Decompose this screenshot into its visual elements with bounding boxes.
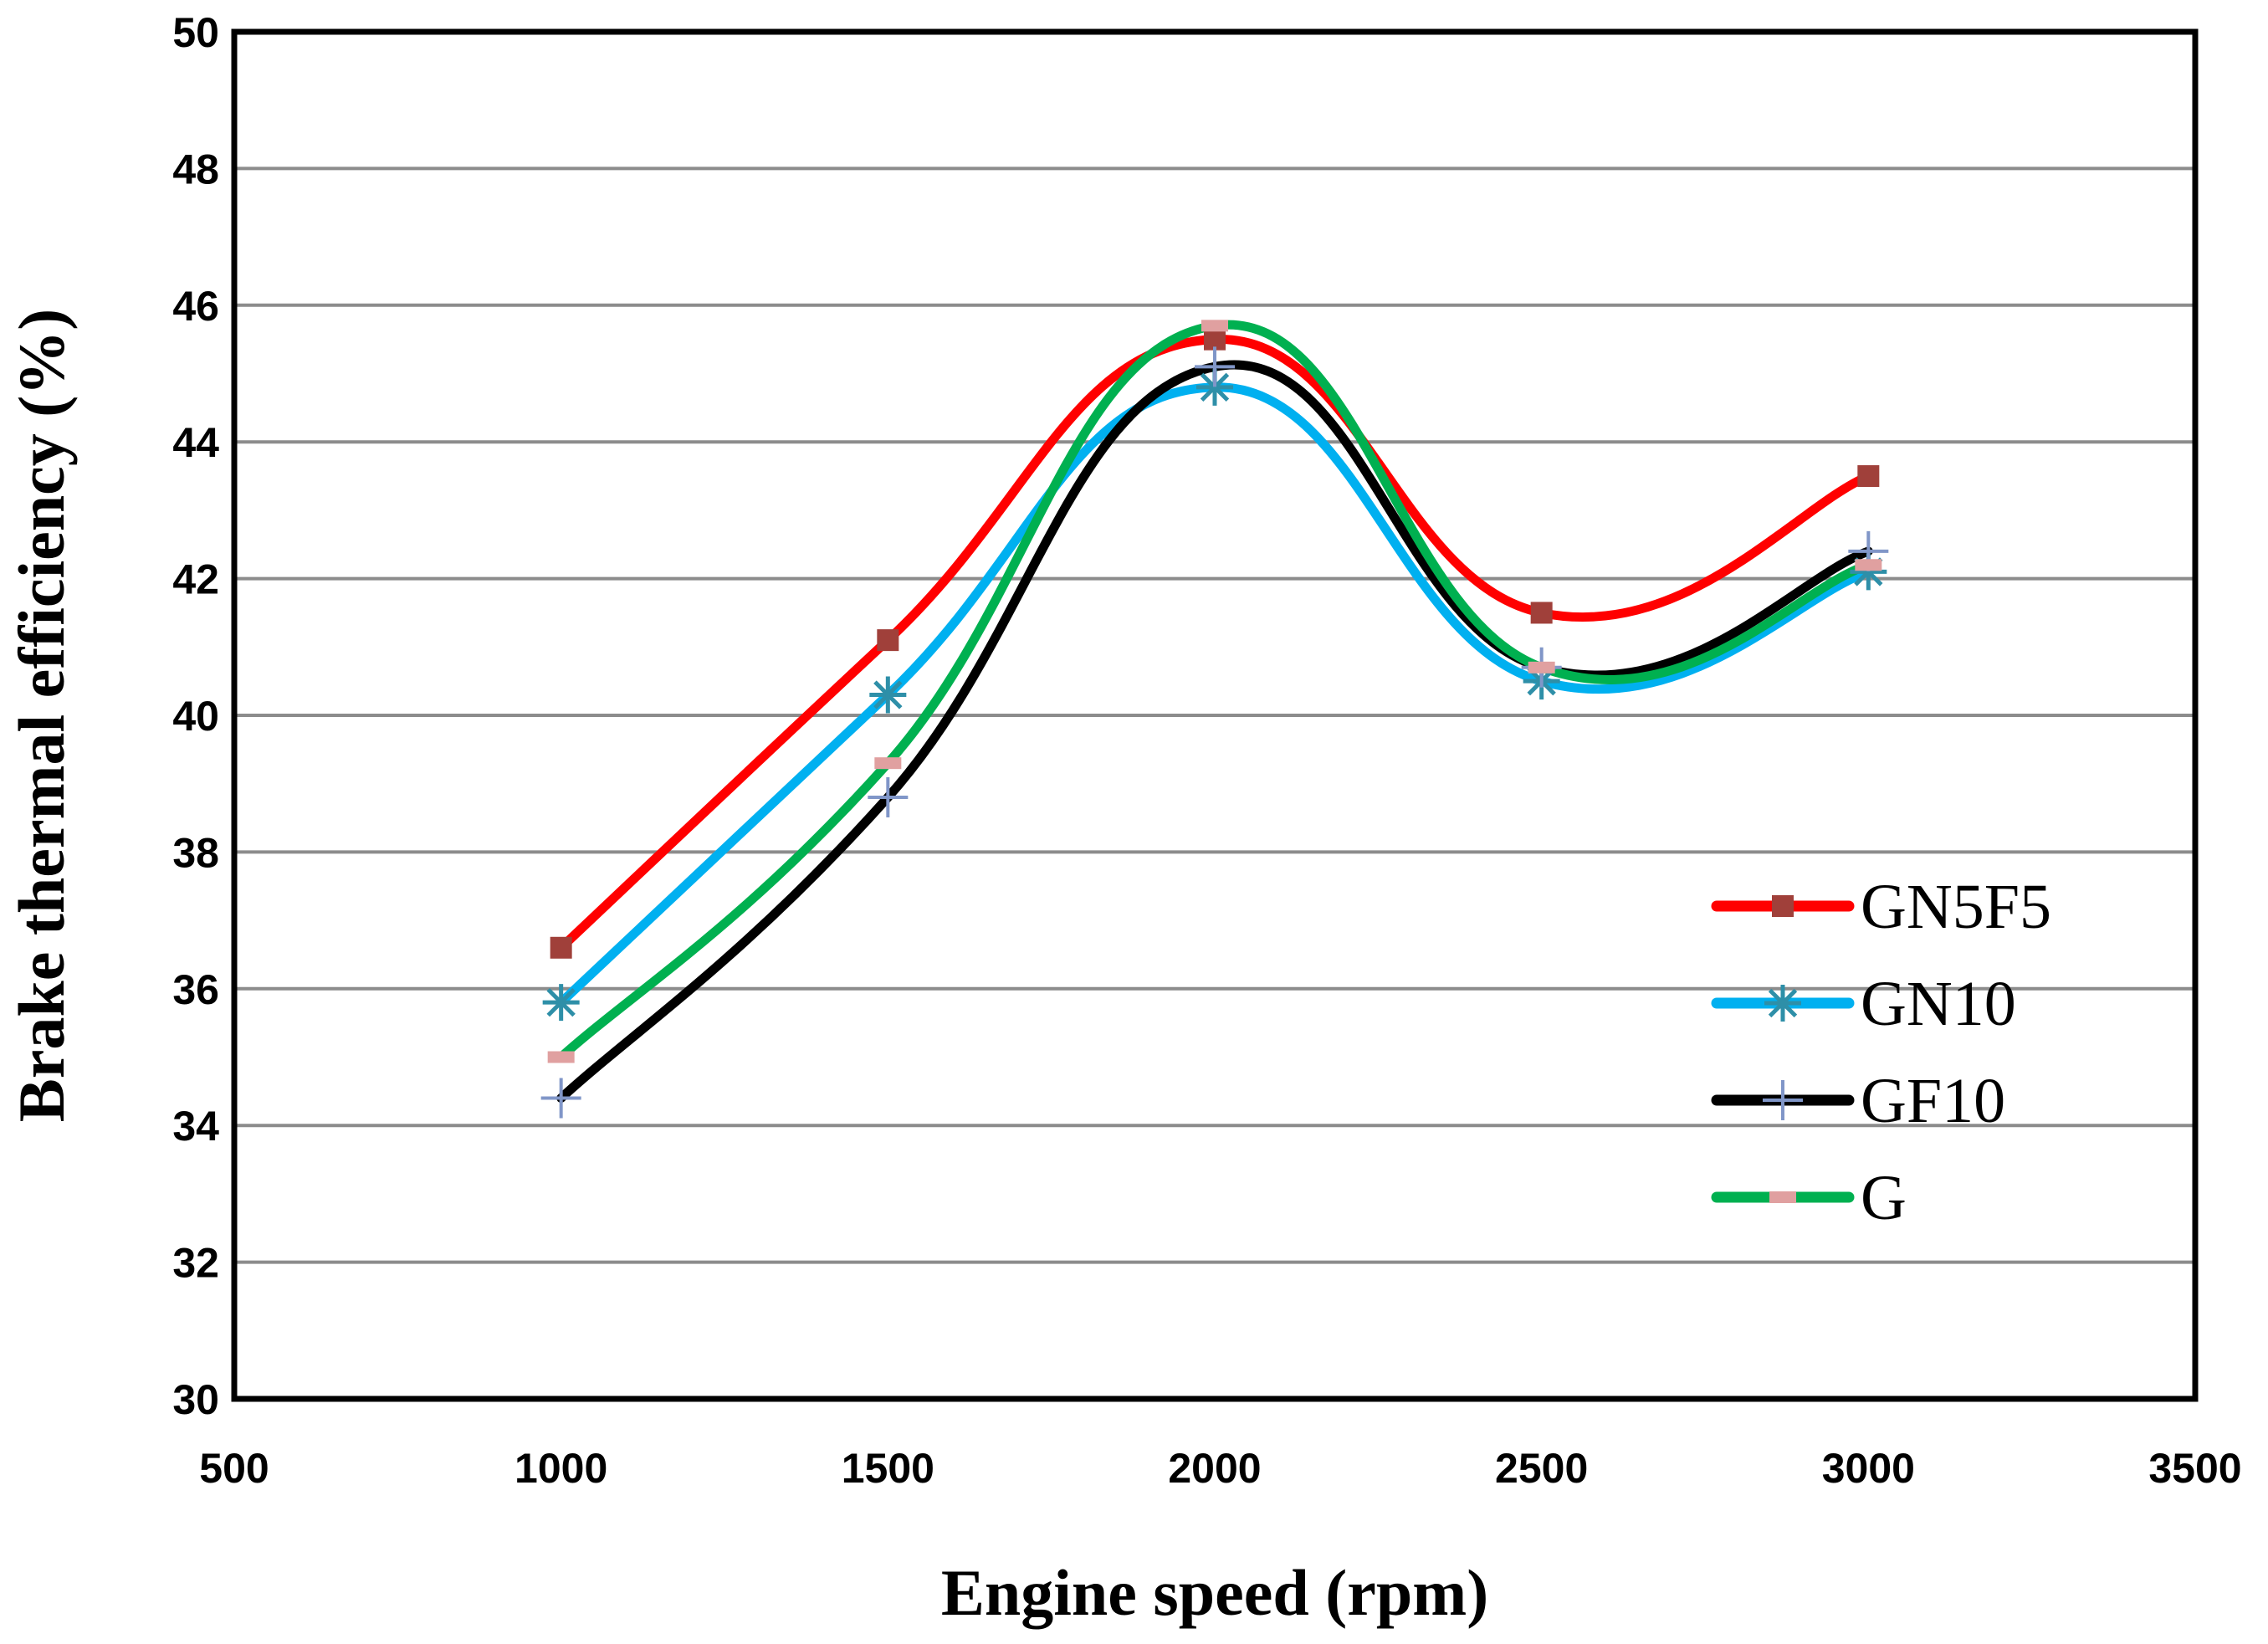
x-tick-label: 1500 (842, 1445, 934, 1492)
marker-dash (874, 757, 902, 770)
legend: GN5F5 GN10 GF10 G (1711, 872, 2051, 1233)
series-markers (540, 320, 1889, 1119)
marker-square (1204, 328, 1226, 351)
legend-label: GN5F5 (1861, 872, 2051, 942)
data-point-g (1528, 661, 1555, 673)
legend-item-gf10: GF10 (1711, 1066, 2005, 1136)
legend-label: GF10 (1861, 1066, 2005, 1136)
legend-marker (1769, 1191, 1796, 1203)
y-tick-label: 44 (172, 419, 219, 466)
marker-square (1772, 895, 1794, 917)
data-point-gn10 (542, 984, 580, 1022)
x-tick-label: 1000 (515, 1445, 607, 1492)
marker-dash (547, 1051, 575, 1063)
legend-marker (1763, 1080, 1803, 1120)
y-tick-label: 46 (172, 283, 219, 330)
y-tick-label: 40 (172, 693, 219, 740)
plot-frame (231, 28, 2199, 1402)
y-tick-label: 38 (172, 829, 219, 876)
marker-dash (1201, 320, 1228, 332)
data-point-gf10 (1195, 346, 1235, 387)
data-point-gn10 (869, 676, 907, 714)
data-point-gn5f5 (1857, 465, 1880, 488)
data-point-gn5f5 (1530, 602, 1553, 624)
legend-item-g: G (1711, 1163, 1907, 1233)
data-point-gn5f5 (550, 936, 572, 959)
data-point-gn5f5 (1204, 328, 1226, 351)
x-tick-labels: 500 1000 1500 2000 2500 3000 3500 (199, 1445, 2241, 1492)
x-tick-label: 3500 (2148, 1445, 2241, 1492)
marker-square (1530, 602, 1553, 624)
marker-dash (1769, 1191, 1796, 1203)
marker-square (550, 936, 572, 959)
data-point-g (1855, 559, 1882, 571)
series-line-gn5f5 (556, 335, 1873, 953)
data-point-gn5f5 (877, 629, 899, 652)
data-point-gf10 (540, 1078, 581, 1119)
y-tick-label: 34 (172, 1103, 219, 1150)
x-tick-label: 500 (199, 1445, 269, 1492)
legend-item-gn5f5: GN5F5 (1711, 872, 2051, 942)
marker-dash (1855, 559, 1882, 571)
legend-label: GN10 (1861, 969, 2016, 1039)
y-tick-label: 30 (172, 1376, 219, 1423)
series-line-g (556, 320, 1873, 1062)
y-tick-label: 48 (172, 146, 219, 192)
x-axis-title: Engine speed (rpm) (941, 1556, 1488, 1629)
data-point-g (1201, 320, 1228, 332)
legend-label: G (1861, 1163, 1907, 1233)
legend-item-gn10: GN10 (1711, 969, 2016, 1039)
data-point-gf10 (868, 777, 909, 818)
data-point-g (874, 757, 902, 770)
data-point-g (547, 1051, 575, 1063)
y-tick-label: 32 (172, 1240, 219, 1287)
y-tick-labels: 30 32 34 36 38 40 42 44 46 48 50 (172, 9, 219, 1423)
marker-dash (1528, 661, 1555, 673)
y-tick-label: 36 (172, 966, 219, 1013)
x-tick-label: 2000 (1168, 1445, 1261, 1492)
series-line-gn10 (556, 382, 1873, 1007)
y-tick-label: 42 (172, 556, 219, 603)
x-tick-label: 2500 (1495, 1445, 1588, 1492)
y-axis-title: Brake thermal efficiency (%) (5, 309, 78, 1123)
y-tick-label: 50 (172, 9, 219, 56)
marker-square (1857, 465, 1880, 488)
marker-square (877, 629, 899, 652)
x-tick-label: 3000 (1822, 1445, 1915, 1492)
legend-marker (1772, 895, 1794, 917)
legend-marker (1764, 985, 1801, 1022)
